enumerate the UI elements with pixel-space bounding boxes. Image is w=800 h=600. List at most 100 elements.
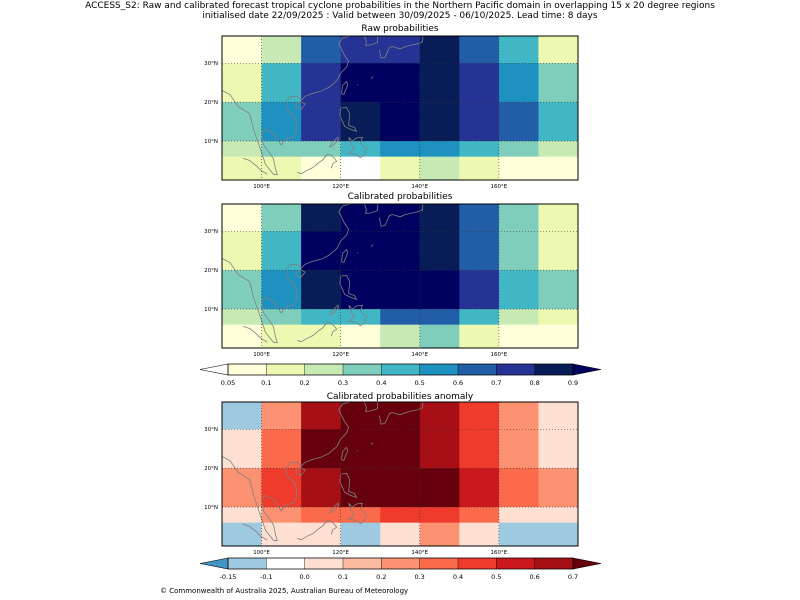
heatmap-cell [459,270,500,310]
lon-tick-label: 120°E [332,184,349,190]
heatmap-cell [538,231,579,271]
coastline [242,157,268,175]
lat-tick-label: 20°N [204,268,218,274]
heatmap-cell [459,324,500,349]
lat-tick-label: 10°N [204,505,218,511]
lat-tick-label: 30°N [204,427,218,433]
lat-tick-label: 10°N [204,139,218,145]
lon-tick-label: 100°E [253,352,270,358]
colorbar-segment [496,363,536,376]
heatmap-cell [222,156,262,181]
heatmap-cell [498,309,539,325]
coastline [370,76,374,79]
heatmap-cell [419,429,460,469]
coastline [242,325,268,343]
heatmap-cell [498,468,539,508]
heatmap-cell [459,141,500,157]
colorbar-segment [381,557,421,570]
heatmap-cell [261,402,302,430]
heatmap-cell [261,507,302,523]
heatmap-cell [419,141,460,157]
heatmap-cell [380,429,421,469]
colorbar-tick-label: 0.9 [568,379,578,387]
heatmap-cell [538,36,579,64]
heatmap-cell [419,102,460,142]
heatmap-cell [340,429,381,469]
colorbar-tick-label: 0.7 [491,379,501,387]
coastline [329,136,340,148]
heatmap-cell [538,468,579,508]
heatmap-cell [538,522,579,547]
heatmap-cell [301,156,341,181]
heatmap-cell [538,141,579,157]
heatmap-cell [498,102,539,142]
coastline [379,401,424,425]
coastline [261,203,351,344]
heatmap-cell [538,270,579,310]
coastline [297,154,338,175]
coastline [347,304,367,327]
colorbar-segment [457,363,497,376]
heatmap-cell [459,468,500,508]
heatmap-cell [222,309,262,325]
heatmap-cell [261,309,302,325]
coastline [364,401,379,412]
heatmap-cell [498,522,539,547]
heatmap-cell [340,36,381,64]
colorbar-over-triangle [572,557,602,570]
heatmap-cell [380,36,421,64]
coastline [221,258,278,344]
panel-0: 100°E 120°E 140°E 160°E 30°N 20°N 10°N [204,35,579,190]
lon-tick-label: 160°E [491,352,508,358]
heatmap-cell [380,270,421,310]
heatmap-cell [340,522,381,547]
colorbar-segment [534,557,574,570]
heatmap-cell [301,36,341,64]
colorbar-segment [266,363,306,376]
heatmap-cell [301,102,341,142]
heatmap-cell [459,402,500,430]
heatmap-cell [538,63,579,103]
heatmap-cell [419,324,460,349]
heatmap-cell [380,507,421,523]
map-frame [221,203,579,349]
heatmap-cell [380,522,421,547]
lon-tick-label: 100°E [253,184,270,190]
heatmap-cell [380,402,421,430]
colorbar-tick-label: 0.5 [491,573,501,581]
heatmap-cell [419,63,460,103]
heatmap-cell [222,36,262,64]
coastline [370,442,374,445]
heatmap-cell [419,231,460,271]
panel-title-raw: Raw probabilities [361,24,439,34]
colorbar-tick-label: 0.3 [338,379,348,387]
heatmap-cell [222,429,262,469]
heatmap-cell [538,156,579,181]
heatmap-cell [340,324,381,349]
heatmap-cell [261,36,302,64]
heatmap-cell [419,468,460,508]
heatmap-cell [301,231,341,271]
coastline [347,502,367,525]
lon-tick-label: 120°E [332,352,349,358]
heatmap-cell [459,36,500,64]
colorbar-tick-label: 0.4 [376,379,386,387]
heatmap-cell [261,204,302,232]
colorbar-tick-label: 0.5 [414,379,424,387]
coastline [370,244,374,247]
lat-tick-label: 20°N [204,100,218,106]
lon-tick-label: 160°E [491,184,508,190]
panel-1: 100°E 120°E 140°E 160°E 30°N 20°N 10°N [204,203,579,358]
colorbar-tick-label: 0.8 [529,379,539,387]
colorbar-tick-label: 0.1 [338,573,348,581]
heatmap-cell [459,522,500,547]
colorbar-tick-label: -0.1 [260,573,273,581]
heatmap-cell [498,324,539,349]
map-frame [221,35,579,181]
heatmap-cell [380,468,421,508]
colorbar-segment [457,557,497,570]
heatmap-cell [538,402,579,430]
coastline [339,275,358,301]
heatmap-cell [419,270,460,310]
